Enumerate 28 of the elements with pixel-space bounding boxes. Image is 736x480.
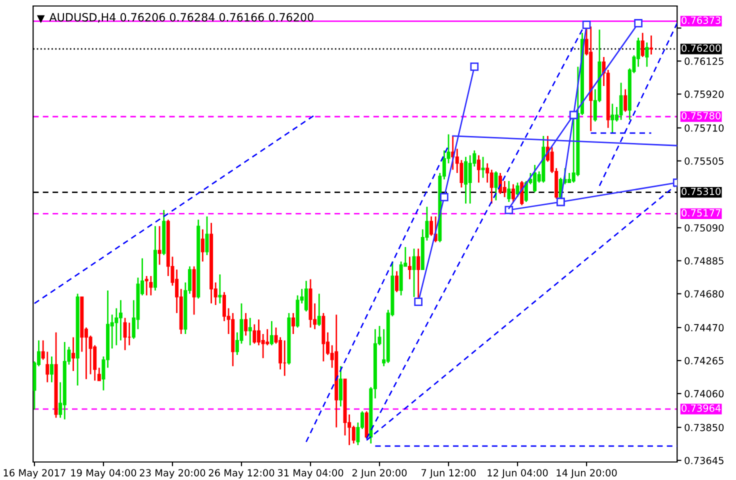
- y-tick-label: 0.73645: [684, 456, 724, 464]
- y-tick-label: 0.76125: [684, 58, 724, 65]
- ref-line-label: 0.75780: [682, 112, 721, 120]
- ref-line-label: 0.76373: [682, 16, 720, 24]
- ref-line-label: 0.73964: [682, 404, 721, 412]
- x-tick-label: 31 May 04:00: [278, 469, 344, 478]
- y-tick-label: 0.75920: [684, 90, 724, 98]
- x-tick-label: 19 May 04:00: [71, 469, 136, 478]
- ref-line-label: 0.76200: [682, 44, 721, 52]
- y-tick-label: 0.74680: [684, 290, 724, 298]
- y-tick-label: 0.74470: [684, 324, 724, 332]
- y-tick-label: 0.74885: [684, 257, 724, 265]
- y-tick-label: 0.75710: [684, 124, 724, 132]
- x-tick-label: 14 Jun 20:00: [556, 469, 617, 478]
- x-tick-label: 7 Jun 12:00: [422, 469, 476, 478]
- x-tick-label: 2 Jun 20:00: [352, 469, 407, 478]
- ref-line-label: 0.75310: [682, 188, 721, 196]
- ref-line-label: 0.75177: [682, 209, 720, 217]
- y-tick-label: 0.74265: [684, 357, 724, 364]
- y-tick-label: 0.75505: [684, 157, 724, 165]
- text: AUDUSD,H4 0.76206 0.76284 0.76166 0.76200: [49, 13, 314, 23]
- x-tick-label: 26 May 12:00: [208, 469, 274, 478]
- y-tick-label: 0.75090: [684, 224, 724, 232]
- x-tick-label: 12 Jun 04:00: [488, 469, 548, 478]
- y-tick-label: 0.74060: [684, 390, 724, 398]
- x-tick-label: 16 May 2017: [4, 469, 66, 478]
- y-tick-label: 0.73850: [684, 424, 724, 432]
- x-tick-label: 23 May 20:00: [140, 469, 206, 478]
